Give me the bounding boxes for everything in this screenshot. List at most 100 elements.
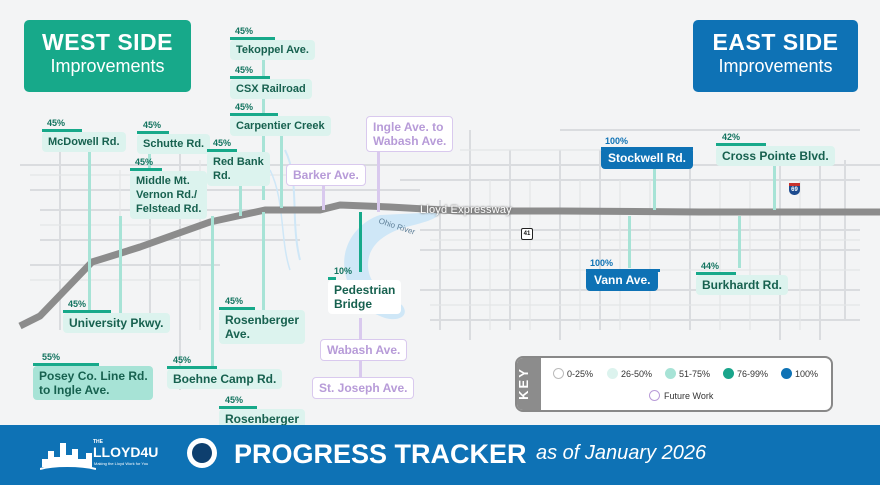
mcdowell-label[interactable]: McDowell Rd.	[42, 132, 126, 152]
boehne-label[interactable]: Boehne Camp Rd.	[167, 369, 283, 389]
wabash-label[interactable]: Wabash Ave.	[320, 339, 408, 361]
east-side-header: EAST SIDE Improvements	[693, 20, 858, 92]
university-percent: 45%	[68, 299, 87, 309]
key-label-100: 100%	[795, 369, 819, 379]
csx-label[interactable]: CSX Railroad	[230, 79, 312, 99]
key-label-26-50: 26-50%	[621, 369, 653, 379]
pedestrian-percent: 10%	[334, 266, 353, 276]
seal-inner	[192, 443, 212, 463]
burkhardt-percent: 44%	[701, 261, 720, 271]
connector-line	[262, 212, 265, 310]
west-side-header: WEST SIDE Improvements	[24, 20, 191, 92]
connector-line	[119, 216, 122, 316]
middlemt-line2: Vernon Rd./	[136, 189, 198, 201]
connector-line	[280, 136, 283, 208]
connector-line	[322, 184, 325, 210]
ingle-label[interactable]: Ingle Ave. to Wabash Ave.	[366, 116, 454, 152]
connector-line	[773, 166, 776, 210]
rosenberger-progress-bar	[219, 307, 255, 310]
key-title: KEY	[515, 367, 531, 400]
boehne-progress-bar	[167, 366, 217, 369]
connector-line	[377, 150, 380, 212]
crosspointe-label[interactable]: Cross Pointe Blvd.	[716, 146, 835, 166]
connector-line	[628, 216, 631, 268]
mcdowell-progress-bar	[42, 129, 82, 132]
carpentier-label[interactable]: Carpentier Creek	[230, 116, 331, 136]
stockwell-label[interactable]: Stockwell Rd.	[601, 147, 694, 169]
key-dot-76-99	[723, 368, 734, 379]
tekoppel-label[interactable]: Tekoppel Ave.	[230, 40, 315, 60]
logo-the: THE	[93, 439, 103, 445]
logo-tagline: Making the Lloyd Work for You	[94, 461, 149, 466]
progress-tracker-date: as of January 2026	[536, 442, 707, 464]
vann-label[interactable]: Vann Ave.	[586, 269, 659, 291]
crosspointe-progress-bar	[716, 143, 766, 146]
interstate-69-shield: 69	[789, 183, 800, 195]
key-dot-26-50	[607, 368, 618, 379]
footer-bar: THE LLOYD4U Making the Lloyd Work for Yo…	[0, 425, 880, 485]
posey-progress-bar	[33, 363, 99, 366]
rosenberger-label[interactable]: Rosenberger Ave.	[219, 310, 306, 344]
rosenberger2-progress-bar	[219, 406, 257, 409]
progress-map: Lloyd Expressway Ohio River 69 41 WEST S…	[18, 20, 880, 425]
posey-line2: to Ingle Ave.	[39, 383, 110, 397]
middlemt-percent: 45%	[135, 157, 154, 167]
stjoseph-label[interactable]: St. Joseph Ave.	[312, 377, 415, 399]
middlemt-line1: Middle Mt.	[136, 175, 190, 187]
csx-percent: 45%	[235, 65, 254, 75]
east-side-title: EAST SIDE	[712, 29, 839, 55]
tekoppel-progress-bar	[230, 37, 275, 40]
east-side-subtitle: Improvements	[718, 56, 833, 76]
connector-line	[88, 150, 91, 320]
boehne-percent: 45%	[173, 355, 192, 365]
connector-line	[239, 184, 242, 216]
schutte-percent: 45%	[143, 120, 162, 130]
logo-wordmark: LLOYD4U	[93, 444, 159, 460]
ingle-line1: Ingle Ave. to	[373, 120, 444, 134]
key-dot-future-work	[649, 390, 660, 401]
burkhardt-label[interactable]: Burkhardt Rd.	[696, 275, 789, 295]
middlemt-line3: Felstead Rd.	[136, 203, 202, 215]
middlemt-progress-bar	[130, 168, 162, 171]
expressway-label: Lloyd Expressway	[420, 204, 512, 216]
university-label[interactable]: University Pkwy.	[63, 313, 170, 333]
road-network	[18, 129, 880, 390]
schutte-progress-bar	[137, 131, 169, 134]
key-label-0-25: 0-25%	[567, 369, 594, 379]
university-progress-bar	[63, 310, 111, 313]
stockwell-percent: 100%	[605, 136, 629, 146]
redbank-label[interactable]: Red Bank Rd.	[207, 152, 270, 186]
pedestrian-progress-bar	[328, 277, 336, 280]
connector-line	[359, 212, 362, 272]
tekoppel-percent: 45%	[235, 26, 254, 36]
burkhardt-progress-bar	[696, 272, 736, 275]
redbank-progress-bar	[207, 149, 237, 152]
key-dot-100	[781, 368, 792, 379]
redbank-line1: Red Bank	[213, 156, 264, 168]
redbank-percent: 45%	[213, 138, 232, 148]
rosenberger-percent: 45%	[225, 296, 244, 306]
middlemt-label[interactable]: Middle Mt. Vernon Rd./ Felstead Rd.	[130, 171, 208, 219]
redbank-line2: Rd.	[213, 170, 231, 182]
city-seal	[187, 438, 217, 468]
barker-label[interactable]: Barker Ave.	[286, 164, 366, 186]
ingle-line2: Wabash Ave.	[373, 134, 447, 148]
posey-label[interactable]: Posey Co. Line Rd. to Ingle Ave.	[33, 366, 153, 400]
crosspointe-percent: 42%	[722, 132, 741, 142]
mcdowell-percent: 45%	[47, 118, 66, 128]
vann-percent: 100%	[590, 258, 614, 268]
schutte-label[interactable]: Schutte Rd.	[137, 134, 211, 154]
rosenberger-line1: Rosenberger	[225, 313, 300, 327]
key-dot-0-25	[553, 368, 564, 379]
key-dot-51-75	[665, 368, 676, 379]
rosenberger2-percent: 45%	[225, 395, 244, 405]
key-label-51-75: 51-75%	[679, 369, 711, 379]
posey-percent: 55%	[42, 352, 61, 362]
pedestrian-label[interactable]: Pedestrian Bridge	[328, 280, 402, 314]
lloyd4u-skyline-logo	[40, 443, 96, 470]
connector-line	[738, 216, 741, 268]
rosenberger2-label[interactable]: Rosenberger	[219, 409, 306, 425]
key-label-76-99: 76-99%	[737, 369, 769, 379]
legend-key: KEY 0-25% 26-50% 51-75% 76-99% 100% Futu…	[515, 356, 833, 412]
rosenberger-line2: Ave.	[225, 327, 250, 341]
